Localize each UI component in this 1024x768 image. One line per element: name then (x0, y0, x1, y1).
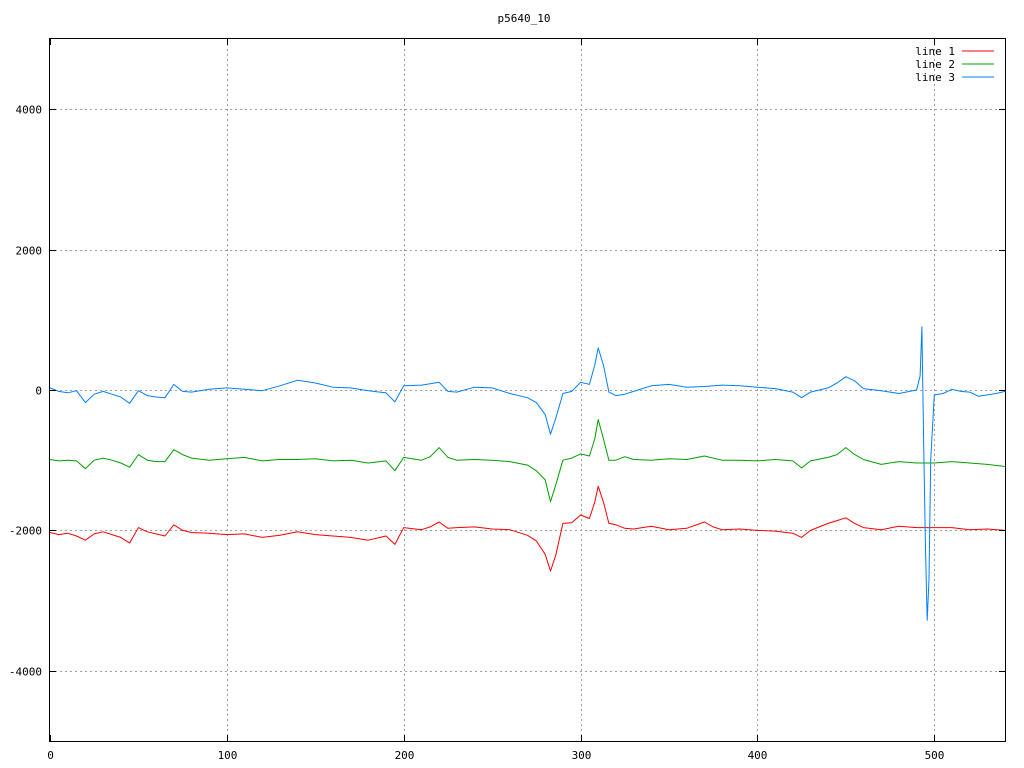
y-tick-label: 2000 (16, 245, 43, 258)
y-tick-label: 4000 (16, 104, 43, 117)
x-tick-label: 500 (925, 749, 945, 762)
x-tick-label: 0 (47, 749, 54, 762)
legend-label-2: line 2 (915, 58, 955, 71)
x-tick-label: 400 (748, 749, 768, 762)
x-tick-label: 100 (218, 749, 238, 762)
chart-title: p5640_10 (498, 12, 551, 25)
series-line-3 (49, 326, 1006, 621)
y-tick-label: -4000 (9, 666, 42, 679)
series-line-1 (49, 485, 1006, 572)
y-tick-label: 0 (35, 385, 42, 398)
plot-frame (49, 38, 1006, 742)
x-tick-label: 200 (395, 749, 415, 762)
series-group (49, 326, 1006, 621)
axis-ticks: 0 100 200 300 400 500 -4000 -2000 0 2000 4000 (9, 39, 1005, 762)
grid-lines (50, 39, 1005, 741)
series-line-2 (49, 419, 1006, 503)
y-tick-label: -2000 (9, 525, 42, 538)
x-tick-label: 300 (572, 749, 592, 762)
legend-label-1: line 1 (915, 45, 955, 58)
legend-label-3: line 3 (915, 71, 955, 84)
